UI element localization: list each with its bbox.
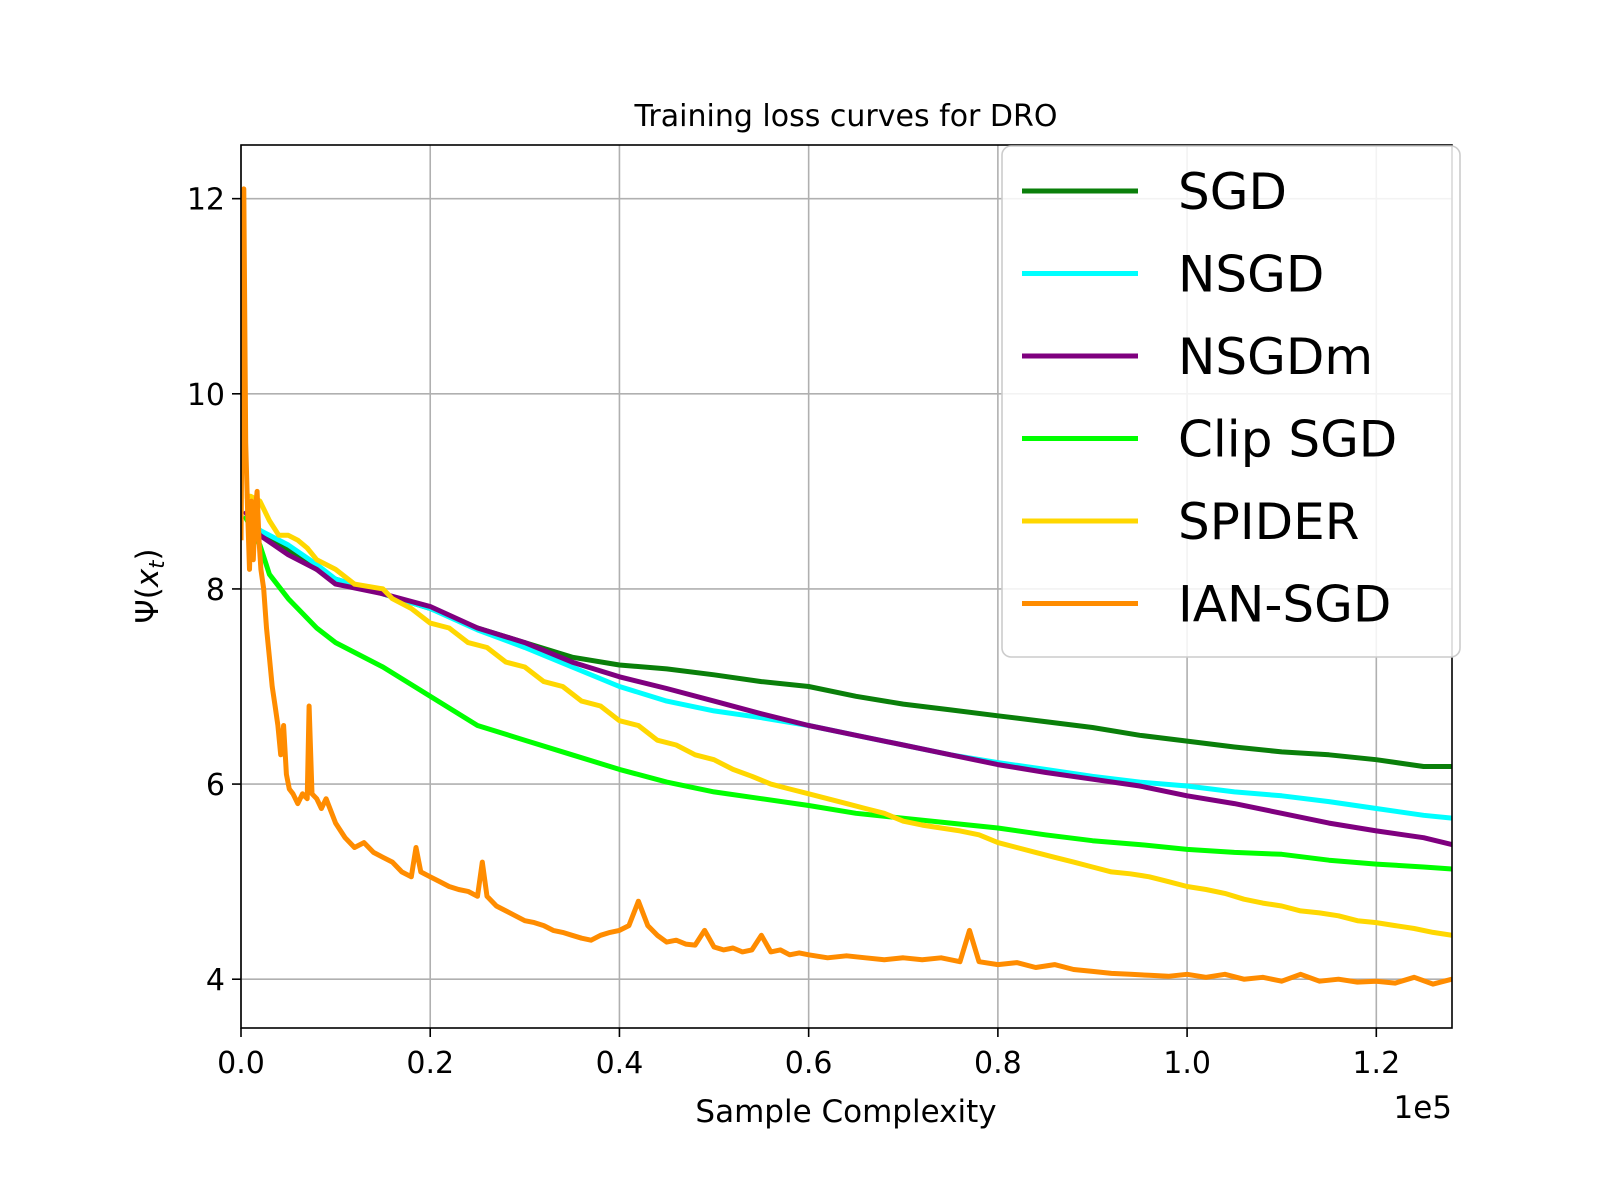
legend-label-sgd: SGD	[1178, 163, 1287, 221]
legend: SGD NSGD NSGDm Clip SGD SPIDER IAN-SGD	[1001, 145, 1461, 658]
y-axis-title-open: (	[130, 587, 166, 599]
legend-label-nsgd: NSGD	[1178, 246, 1324, 304]
y-axis-title-symbol: Ψ	[130, 599, 166, 623]
series-line-nsgdm	[242, 509, 1452, 848]
y-axis-title-var: x	[130, 568, 166, 588]
series-line-clip-sgd	[242, 514, 1452, 872]
y-tick-label: 12	[187, 183, 225, 218]
x-tick-label: 0.6	[785, 1046, 833, 1081]
series-line-spider	[244, 493, 1452, 938]
chart-title: Training loss curves for DRO	[634, 99, 1058, 134]
y-tick-label: 8	[206, 573, 225, 608]
legend-label-spider: SPIDER	[1178, 493, 1359, 551]
x-tick-label: 0.2	[406, 1046, 454, 1081]
y-axis-ticks: 4 6 8 10 12	[187, 183, 241, 998]
x-tick-label: 1.0	[1163, 1046, 1211, 1081]
y-axis-title: Ψ(xt)	[130, 548, 169, 623]
x-tick-label: 1.2	[1352, 1046, 1400, 1081]
x-tick-label: 0.8	[974, 1046, 1022, 1081]
legend-label-ian-sgd: IAN-SGD	[1178, 576, 1391, 634]
x-axis-offset-label: 1e5	[1393, 1090, 1452, 1126]
x-axis-ticks: 0.0 0.2 0.4 0.6 0.8 1.0 1.2	[217, 1028, 1400, 1081]
x-tick-label: 0.0	[217, 1046, 265, 1081]
legend-label-clip-sgd: Clip SGD	[1178, 411, 1397, 469]
series-line-ian-sgd	[241, 186, 1452, 987]
y-axis-title-close: )	[130, 548, 166, 560]
y-tick-label: 6	[206, 768, 225, 803]
legend-label-nsgdm: NSGDm	[1178, 328, 1373, 386]
y-tick-label: 10	[187, 378, 225, 413]
y-axis-title-sub: t	[145, 560, 169, 569]
x-axis-title: Sample Complexity	[695, 1094, 996, 1130]
x-tick-label: 0.4	[596, 1046, 644, 1081]
series-lines	[241, 186, 1452, 987]
y-tick-label: 4	[206, 963, 225, 998]
